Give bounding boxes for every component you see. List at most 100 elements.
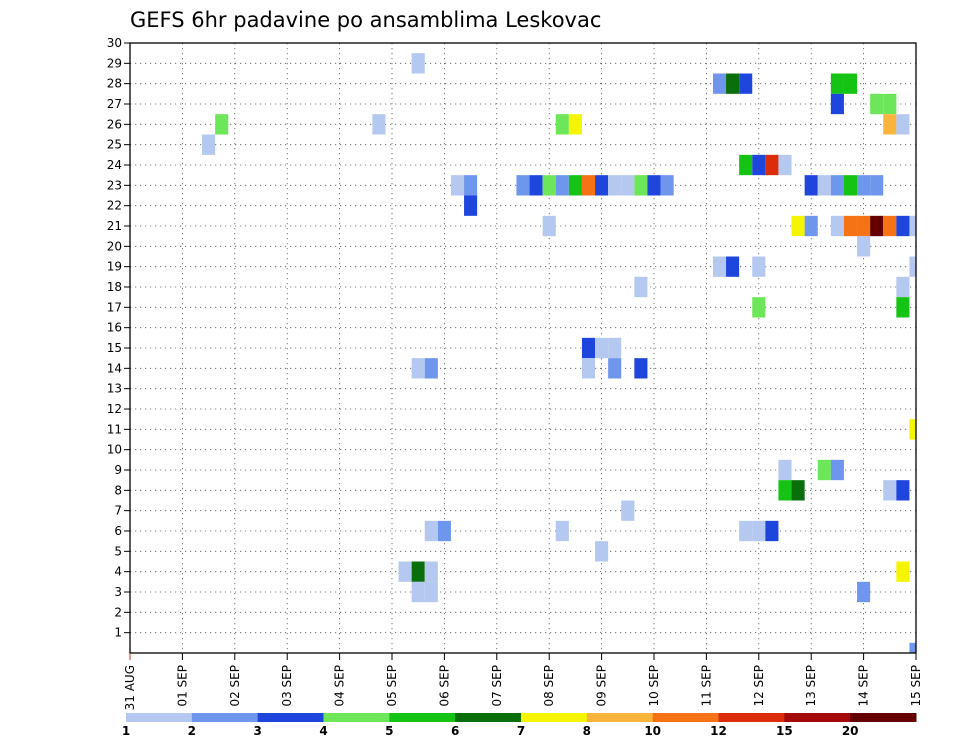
precip-cell [542, 215, 556, 237]
precip-cell [634, 175, 648, 196]
precip-cell [516, 175, 530, 196]
precip-cell [595, 337, 609, 359]
y-tick-label: 13 [107, 382, 122, 396]
precip-cell [621, 175, 635, 196]
precip-cell [830, 93, 844, 115]
x-tick-label: 05 SEP [385, 665, 399, 707]
precip-cell [450, 175, 465, 196]
legend-label: 2 [188, 724, 196, 738]
legend-label: 3 [253, 724, 261, 738]
y-tick-label: 5 [114, 544, 122, 558]
precip-cell [529, 175, 543, 196]
precip-cell [896, 276, 910, 298]
y-tick-label: 27 [107, 97, 122, 111]
x-tick-label: 09 SEP [595, 665, 609, 707]
y-tick-label: 16 [107, 321, 122, 335]
y-tick-label: 17 [107, 300, 122, 314]
precip-cell [608, 175, 622, 196]
y-tick-label: 29 [107, 56, 122, 70]
precip-cell [791, 215, 805, 237]
legend-swatch [455, 713, 522, 722]
precip-cell [830, 175, 844, 196]
y-tick-label: 28 [107, 77, 122, 91]
precip-cell [830, 73, 844, 94]
precip-cell [555, 175, 569, 196]
legend-label: 15 [776, 724, 793, 738]
x-tick-label: 06 SEP [437, 665, 451, 707]
precip-cell [424, 520, 438, 542]
precip-cell [752, 154, 766, 176]
precip-cell [870, 93, 884, 115]
legend-swatch [652, 713, 719, 722]
precip-cell [608, 337, 622, 359]
precip-cell [712, 73, 727, 94]
y-tick-label: 6 [114, 524, 122, 538]
legend-swatch [389, 713, 456, 722]
y-tick-label: 15 [107, 341, 122, 355]
precip-cell [765, 520, 779, 542]
precip-cell [909, 256, 916, 277]
precip-cell [581, 175, 596, 196]
y-tick-label: 14 [107, 361, 122, 375]
y-tick-label: 26 [107, 117, 122, 131]
y-tick-label: 25 [107, 138, 122, 152]
y-tick-label: 2 [114, 605, 122, 619]
x-tick-label: 14 SEP [857, 665, 871, 707]
y-tick-label: 23 [107, 178, 122, 192]
precip-cell [634, 276, 648, 298]
precip-cell [857, 581, 871, 603]
precip-cell [857, 236, 871, 257]
y-tick-label: 7 [114, 504, 122, 518]
precip-cell [411, 581, 425, 603]
precip-cell [896, 215, 910, 237]
legend-label: 8 [583, 724, 591, 738]
y-tick-label: 20 [107, 239, 122, 253]
precip-cell [843, 215, 858, 237]
legend-swatch [521, 713, 588, 722]
precip-cell [634, 358, 648, 379]
legend-label: 20 [842, 724, 859, 738]
precip-cell [778, 154, 792, 176]
legend-swatch [784, 713, 851, 722]
precip-cell [555, 114, 569, 135]
y-tick-label: 1 [114, 626, 122, 640]
precip-cell [752, 297, 766, 318]
precip-cell [424, 358, 438, 379]
precip-cell [739, 520, 753, 542]
precip-cell [372, 114, 386, 135]
grid-lines [130, 42, 916, 653]
legend-label: 4 [319, 724, 327, 738]
precip-cell [739, 154, 753, 176]
precip-cell [883, 480, 897, 501]
legend-swatch [850, 713, 917, 722]
precip-cell [581, 358, 596, 379]
precip-cell [883, 215, 897, 237]
precip-cell [202, 134, 216, 155]
x-tick-label: 04 SEP [333, 665, 347, 707]
precip-cell [595, 541, 609, 562]
precip-cell [778, 459, 792, 481]
precip-cell [712, 256, 727, 277]
precip-cell [909, 419, 916, 440]
y-tick-label: 11 [107, 422, 122, 436]
y-tick-label: 4 [114, 565, 122, 579]
chart-title: GEFS 6hr padavine po ansamblima Leskovac [130, 8, 601, 32]
precip-cell [804, 215, 818, 237]
x-tick-label: 01 SEP [175, 665, 189, 707]
precip-cell [739, 73, 753, 94]
precip-cell [555, 520, 569, 542]
x-tick-label: 02 SEP [228, 665, 242, 707]
precip-cell [726, 73, 740, 94]
precip-cell [830, 459, 844, 481]
precip-cell [660, 175, 674, 196]
x-tick-label: 10 SEP [647, 665, 661, 707]
y-tick-label: 24 [107, 158, 122, 172]
precip-cell [411, 53, 425, 74]
precip-cell [595, 175, 609, 196]
precipitation-cells [202, 53, 916, 653]
precip-cell [843, 175, 858, 196]
precip-cell [568, 114, 582, 135]
y-tick-label: 10 [107, 443, 122, 457]
y-tick-label: 3 [114, 585, 122, 599]
